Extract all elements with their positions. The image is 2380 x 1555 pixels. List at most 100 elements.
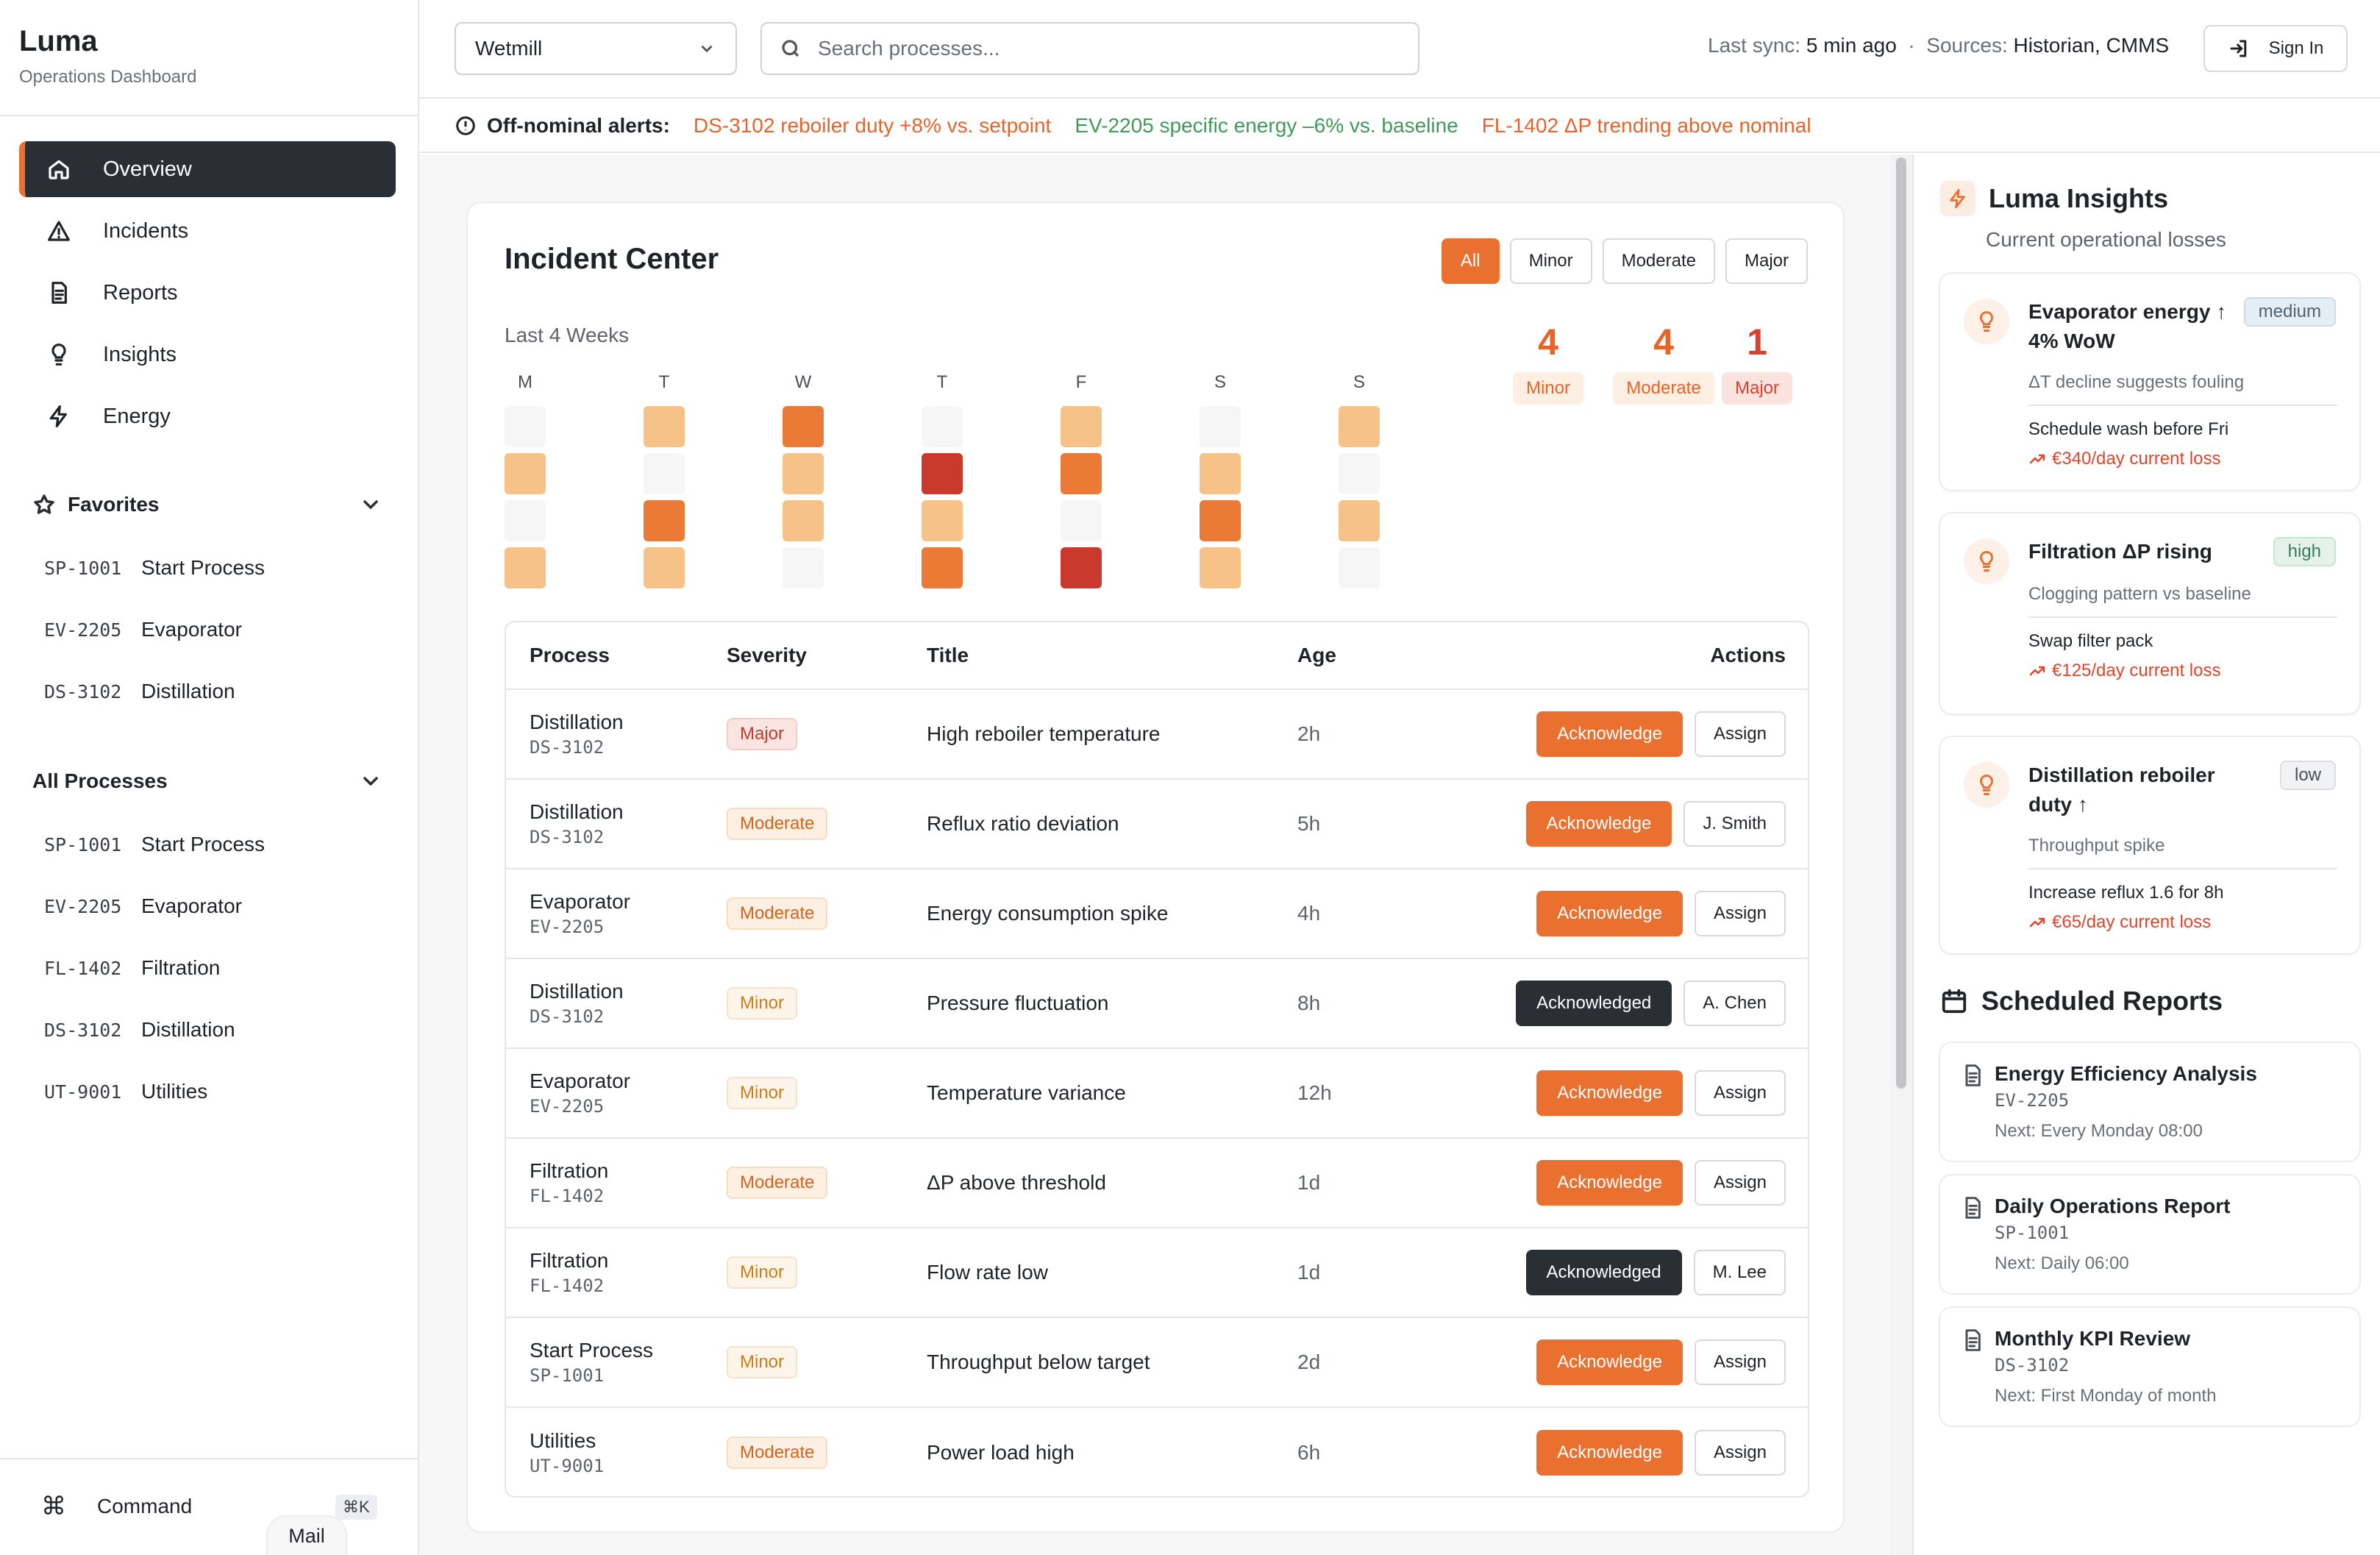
search-input[interactable]: Search processes... [760,22,1419,75]
heatmap-cell[interactable] [1339,406,1380,447]
process-item[interactable]: EV-2205 Evaporator [44,875,390,937]
heatmap-cell[interactable] [644,406,685,447]
table-row[interactable]: Distillation DS-3102 Minor Pressure fluctua… [506,959,1808,1049]
process-name: Distillation [141,1018,235,1041]
report-card[interactable]: Daily Operations Report SP-1001 Next: Da… [1939,1174,2361,1295]
heatmap-cell[interactable] [1200,406,1241,447]
command-button[interactable]: ⌘ Command [41,1492,192,1521]
acknowledge-button[interactable]: Acknowledge [1536,1339,1683,1385]
acknowledge-button[interactable]: Acknowledge [1536,1070,1683,1116]
table-row[interactable]: Start Process SP-1001 Minor Throughput belo… [506,1318,1808,1408]
site-select[interactable]: Wetmill [455,22,737,75]
assign-button[interactable]: M. Lee [1693,1250,1786,1295]
process-item[interactable]: UT-9001 Utilities [44,1061,390,1122]
scrollbar-thumb[interactable] [1896,157,1906,1089]
heatmap-cell[interactable] [505,547,546,588]
filter-major-button[interactable]: Major [1725,238,1808,284]
heatmap-cell[interactable] [1200,500,1241,541]
process-item[interactable]: SP-1001 Start Process [44,814,390,875]
report-next-run: Next: Every Monday 08:00 [1995,1121,2203,1141]
insight-card[interactable]: Evaporator energy ↑ 4% WoW medium ΔT dec… [1939,272,2361,491]
process-item[interactable]: FL-1402 Filtration [44,937,390,999]
favorite-item[interactable]: SP-1001 Start Process [44,537,390,599]
heatmap-cell[interactable] [644,547,685,588]
nav-item-insights[interactable]: Insights [19,327,396,382]
table-row[interactable]: Filtration FL-1402 Moderate ΔP above thresh… [506,1139,1808,1228]
acknowledge-button[interactable]: Acknowledge [1536,711,1683,757]
nav-item-energy[interactable]: Energy [19,388,396,444]
file-text-icon [44,278,74,307]
assign-button[interactable]: Assign [1694,711,1786,757]
all-processes-header[interactable]: All Processes [32,769,382,793]
sources-value: Historian, CMMS [2013,34,2170,57]
table-row[interactable]: Utilities UT-9001 Moderate Power load high 6… [506,1408,1808,1496]
heatmap-cell[interactable] [783,406,824,447]
acknowledge-button[interactable]: Acknowledge [1536,1430,1683,1476]
sign-in-button[interactable]: Sign In [2203,25,2348,72]
insight-card[interactable]: Filtration ΔP rising high Clogging patte… [1939,512,2361,715]
heatmap-cell[interactable] [783,453,824,494]
acknowledge-button[interactable]: Acknowledge [1536,891,1683,936]
nav-item-reports[interactable]: Reports [19,265,396,321]
assign-button[interactable]: Assign [1694,891,1786,936]
heatmap-cell[interactable] [1339,500,1380,541]
favorites-header[interactable]: Favorites [32,493,382,516]
assign-button[interactable]: J. Smith [1684,801,1786,847]
heatmap-cell[interactable] [922,453,963,494]
heatmap-cell[interactable] [644,453,685,494]
heatmap-cell[interactable] [922,406,963,447]
alert-item[interactable]: FL-1402 ΔP trending above nominal [1481,114,1811,137]
heatmap-cell[interactable] [1200,547,1241,588]
table-row[interactable]: Evaporator EV-2205 Moderate Energy consumpt… [506,869,1808,959]
heatmap-cell[interactable] [644,500,685,541]
heatmap-cell[interactable] [1200,453,1241,494]
heatmap-cell[interactable] [1061,547,1102,588]
assign-button[interactable]: Assign [1694,1430,1786,1476]
favorite-item[interactable]: DS-3102 Distillation [44,661,390,722]
heatmap-cell[interactable] [1061,406,1102,447]
acknowledge-button[interactable]: Acknowledge [1536,1160,1683,1206]
assign-button[interactable]: Assign [1694,1160,1786,1206]
heatmap-cell[interactable] [922,547,963,588]
acknowledge-button[interactable]: Acknowledge [1525,801,1672,847]
heatmap-cell[interactable] [1061,453,1102,494]
process-code: DS-3102 [44,680,122,702]
heatmap-cell[interactable] [1339,453,1380,494]
report-card[interactable]: Monthly KPI Review DS-3102 Next: First M… [1939,1306,2361,1427]
alert-item[interactable]: EV-2205 specific energy –6% vs. baseline [1075,114,1458,137]
assign-button[interactable]: Assign [1694,1339,1786,1385]
assign-button[interactable]: Assign [1694,1070,1786,1116]
filter-moderate-button[interactable]: Moderate [1602,238,1715,284]
table-row[interactable]: Distillation DS-3102 Moderate Reflux ratio … [506,780,1808,869]
nav-item-incidents[interactable]: Incidents [19,203,396,259]
heatmap-cell[interactable] [1339,547,1380,588]
heatmap-cell[interactable] [783,500,824,541]
process-name: Filtration [530,1159,609,1182]
assign-button[interactable]: A. Chen [1684,981,1786,1026]
heatmap-cell[interactable] [505,406,546,447]
process-code: EV-2205 [530,917,605,937]
table-row[interactable]: Distillation DS-3102 Major High reboiler te… [506,690,1808,780]
heatmap-cell[interactable] [1061,500,1102,541]
table-row[interactable]: Evaporator EV-2205 Minor Temperature varian… [506,1049,1808,1139]
acknowledge-button[interactable]: Acknowledged [1516,981,1672,1026]
table-row[interactable]: Filtration FL-1402 Minor Flow rate low 1d Ack… [506,1228,1808,1318]
chevron-down-icon[interactable] [359,769,382,793]
favorite-item[interactable]: EV-2205 Evaporator [44,599,390,661]
heatmap-cell[interactable] [922,500,963,541]
report-card[interactable]: Energy Efficiency Analysis EV-2205 Next:… [1939,1042,2361,1162]
heatmap-cell[interactable] [505,500,546,541]
process-item[interactable]: DS-3102 Distillation [44,999,390,1061]
scheduled-reports-title: Scheduled Reports [1981,986,2223,1016]
search-placeholder: Search processes... [818,37,1000,60]
insight-card[interactable]: Distillation reboiler duty ↑ low Through… [1939,736,2361,955]
filter-all-button[interactable]: All [1441,238,1500,284]
nav-item-overview[interactable]: Overview [19,141,396,197]
heatmap-cell[interactable] [783,547,824,588]
mail-button[interactable]: Mail [266,1515,347,1555]
alert-item[interactable]: DS-3102 reboiler duty +8% vs. setpoint [693,114,1052,137]
acknowledge-button[interactable]: Acknowledged [1525,1250,1682,1295]
filter-minor-button[interactable]: Minor [1509,238,1592,284]
chevron-down-icon[interactable] [359,493,382,516]
heatmap-cell[interactable] [505,453,546,494]
